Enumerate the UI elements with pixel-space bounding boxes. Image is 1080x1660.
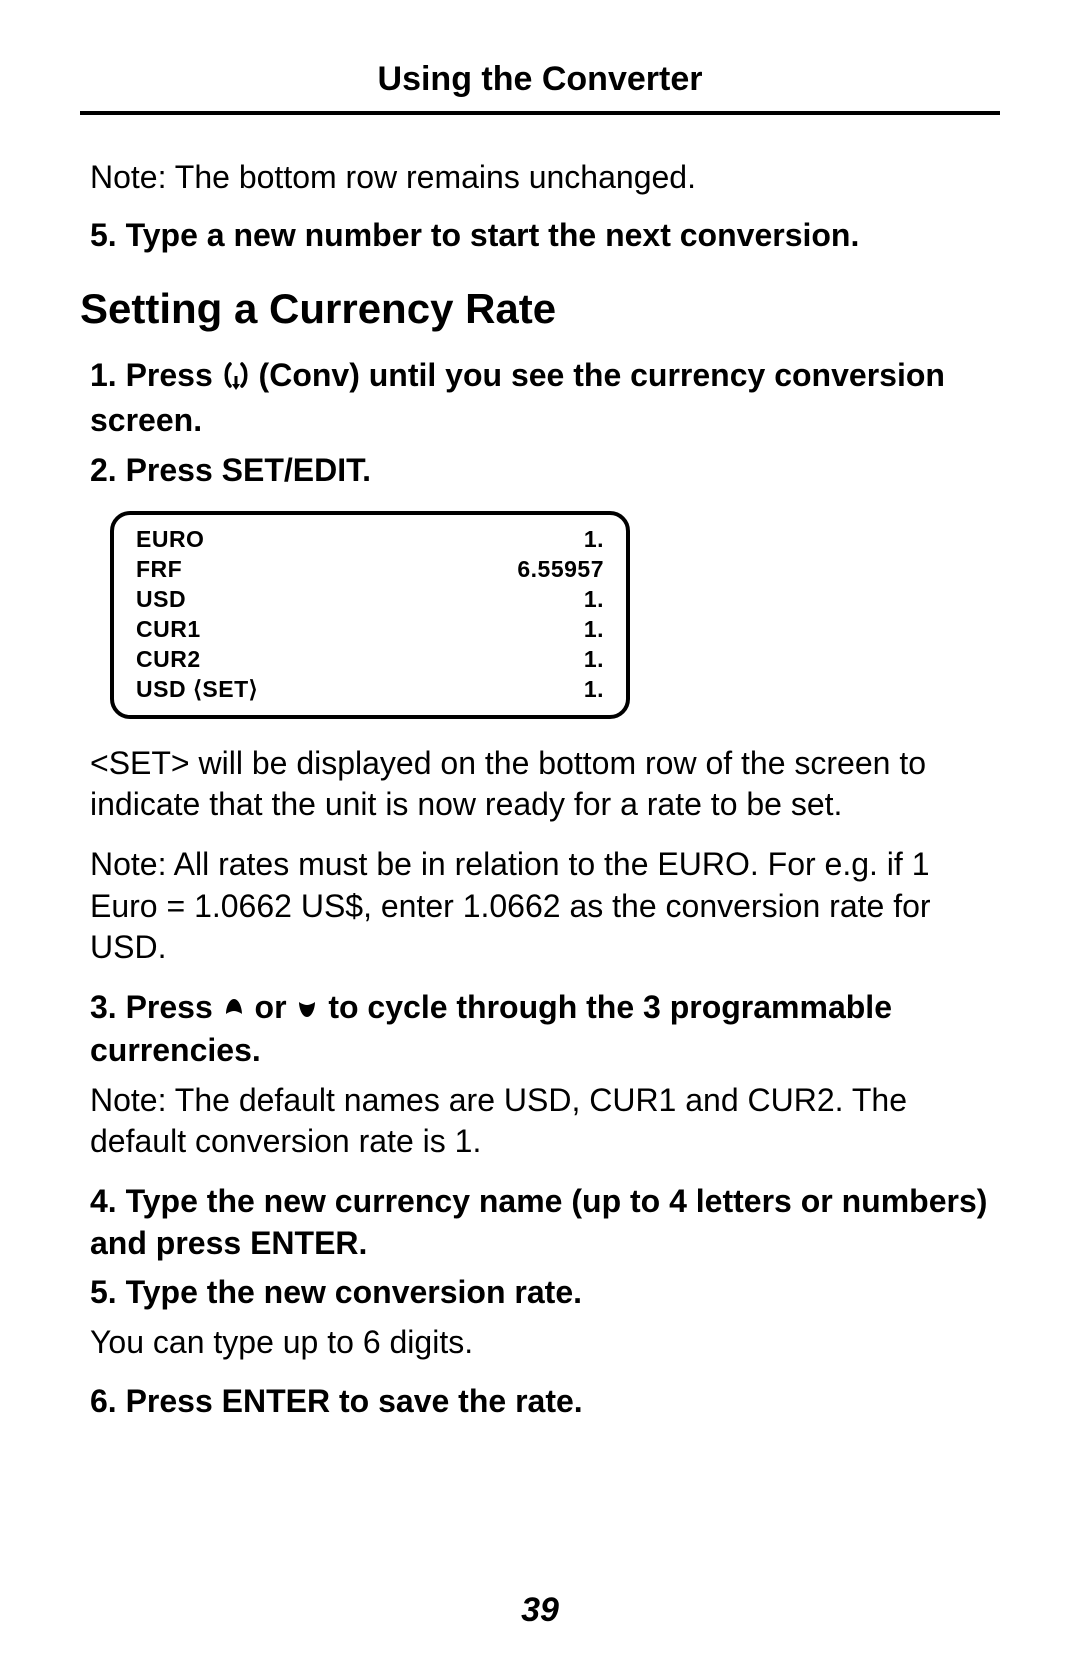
screen-row: CUR2 1. xyxy=(136,645,604,675)
page-number: 39 xyxy=(0,1591,1080,1630)
screen-row: USD 1. xyxy=(136,585,604,615)
screen-label: CUR2 xyxy=(136,645,201,675)
page-header-title: Using the Converter xyxy=(80,60,1000,99)
screen-label: USD ⟨SET⟩ xyxy=(136,675,258,705)
screen-row: EURO 1. xyxy=(136,525,604,555)
intro-note: Note: The bottom row remains unchanged. xyxy=(80,157,1000,197)
screen-value: 6.55957 xyxy=(517,555,604,585)
screen-label: USD xyxy=(136,585,186,615)
down-arrow-icon xyxy=(295,989,319,1031)
lcd-screen: EURO 1. FRF 6.55957 USD 1. CUR1 1. CUR2 … xyxy=(110,511,630,718)
screen-row: CUR1 1. xyxy=(136,615,604,645)
section-heading: Setting a Currency Rate xyxy=(80,285,1000,333)
after-screen-note-2: Note: All rates must be in relation to t… xyxy=(80,844,1000,969)
screen-value: 1. xyxy=(584,615,604,645)
step-5: 5. Type the new conversion rate. xyxy=(80,1272,1000,1314)
screen-label: FRF xyxy=(136,555,182,585)
step-3-text-mid: or xyxy=(255,989,287,1025)
step-1: 1. Press (Conv) until you see the curren… xyxy=(80,355,1000,442)
screen-value: 1. xyxy=(584,525,604,555)
up-arrow-icon xyxy=(222,989,246,1031)
screen-label: EURO xyxy=(136,525,204,555)
after-screen-note-1: <SET> will be displayed on the bottom ro… xyxy=(80,743,1000,826)
screen-value: 1. xyxy=(584,645,604,675)
step-2: 2. Press SET/EDIT. xyxy=(80,450,1000,492)
step-6: 6. Press ENTER to save the rate. xyxy=(80,1381,1000,1423)
step-4: 4. Type the new currency name (up to 4 l… xyxy=(80,1181,1000,1264)
step-1-text-b: (Conv) until you see the currency conver… xyxy=(90,357,945,439)
step-3-text-a: 3. Press xyxy=(90,989,213,1025)
prev-step-5: 5. Type a new number to start the next c… xyxy=(80,215,1000,257)
screen-row: FRF 6.55957 xyxy=(136,555,604,585)
screen-value: 1. xyxy=(584,675,604,705)
step-3-note: Note: The default names are USD, CUR1 an… xyxy=(80,1080,1000,1163)
step-1-text-a: 1. Press xyxy=(90,357,213,393)
screen-label: CUR1 xyxy=(136,615,201,645)
step-5-note: You can type up to 6 digits. xyxy=(80,1322,1000,1364)
step-3: 3. Press or to cycle through the 3 progr… xyxy=(80,987,1000,1072)
conv-icon xyxy=(222,359,250,401)
header-divider xyxy=(80,111,1000,115)
screen-value: 1. xyxy=(584,585,604,615)
screen-row: USD ⟨SET⟩ 1. xyxy=(136,675,604,705)
